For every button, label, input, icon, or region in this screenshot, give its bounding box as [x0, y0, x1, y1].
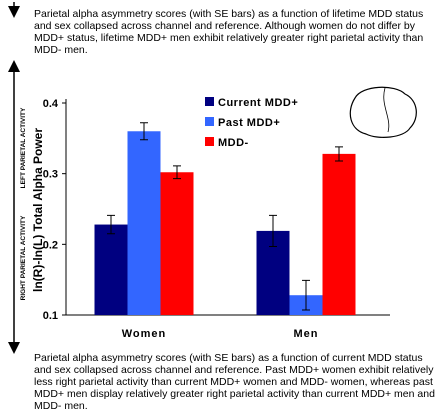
- brain: [350, 87, 416, 137]
- y-tick-label: 0.3: [43, 169, 58, 181]
- y-tick-label: 0.4: [43, 98, 59, 110]
- legend-swatch: [205, 97, 214, 106]
- legend-label: MDD-: [218, 137, 249, 149]
- y-axis-label: ln(R)-ln(L) Total Alpha Power: [31, 128, 45, 292]
- x-tick-label: Men: [294, 328, 319, 340]
- bar: [95, 225, 128, 315]
- x-tick-label: Women: [122, 328, 167, 340]
- legend-label: Current MDD+: [218, 97, 298, 109]
- legend-swatch: [205, 137, 214, 146]
- y-tick-label: 0.1: [43, 310, 58, 322]
- y-tick-label: 0.2: [43, 239, 58, 251]
- bar: [323, 154, 356, 315]
- caption-bottom: Parietal alpha asymmetry scores (with SE…: [34, 352, 440, 412]
- bar: [128, 131, 161, 315]
- bar: [161, 172, 194, 315]
- page: LEFT PARIETAL ACTIVITY RIGHT PARIETAL AC…: [0, 0, 448, 420]
- annotation: LEFT PARIETAL ACTIVITY: [20, 107, 27, 188]
- caption-top: Parietal alpha asymmetry scores (with SE…: [34, 8, 440, 56]
- legend-swatch: [205, 117, 214, 126]
- legend-label: Past MDD+: [218, 117, 280, 129]
- annotation: RIGHT PARIETAL ACTIVITY: [20, 215, 27, 300]
